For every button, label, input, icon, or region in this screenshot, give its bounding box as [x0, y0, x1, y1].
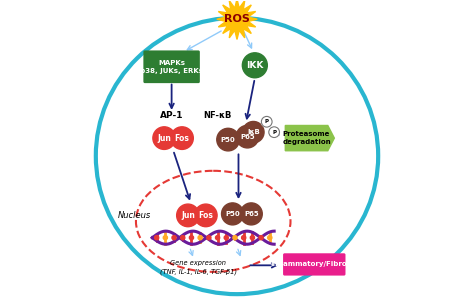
Text: Jun: Jun	[181, 211, 195, 220]
Text: P65: P65	[244, 211, 259, 217]
Circle shape	[221, 203, 244, 225]
Circle shape	[240, 203, 262, 225]
Circle shape	[268, 236, 272, 240]
Text: Gene expression
(TNF, IL-1, IL-6, TGF-β1): Gene expression (TNF, IL-1, IL-6, TGF-β1…	[160, 260, 237, 275]
Circle shape	[224, 236, 228, 240]
Circle shape	[243, 122, 264, 143]
Text: Fos: Fos	[198, 211, 213, 220]
Text: ROS: ROS	[224, 14, 250, 24]
Circle shape	[216, 236, 219, 240]
Text: IKK: IKK	[246, 61, 264, 70]
Text: P: P	[272, 130, 276, 135]
Text: AP-1: AP-1	[160, 111, 183, 120]
Circle shape	[269, 127, 280, 137]
Text: Inflammatory/Fibrosis: Inflammatory/Fibrosis	[271, 261, 358, 267]
Circle shape	[198, 236, 202, 240]
Polygon shape	[217, 0, 257, 39]
FancyBboxPatch shape	[283, 253, 346, 276]
Polygon shape	[285, 125, 334, 151]
Text: Fos: Fos	[174, 134, 190, 142]
Circle shape	[259, 236, 263, 240]
Circle shape	[190, 236, 193, 240]
Circle shape	[163, 236, 167, 240]
Text: MAPKs
(p38, JUKs, ERKs): MAPKs (p38, JUKs, ERKs)	[137, 60, 206, 74]
Circle shape	[177, 204, 199, 227]
Text: NF-κB: NF-κB	[203, 111, 232, 120]
Text: P65: P65	[240, 134, 255, 140]
Circle shape	[153, 127, 175, 149]
Circle shape	[171, 127, 193, 149]
Circle shape	[155, 236, 159, 240]
Circle shape	[181, 236, 185, 240]
Text: Jun: Jun	[157, 134, 171, 142]
Text: P50: P50	[225, 211, 240, 217]
Circle shape	[242, 236, 246, 240]
Circle shape	[236, 125, 259, 148]
FancyBboxPatch shape	[143, 50, 200, 83]
Text: P: P	[264, 119, 269, 124]
Circle shape	[207, 236, 211, 240]
Circle shape	[261, 116, 272, 127]
Text: Nucleus: Nucleus	[118, 211, 151, 220]
Circle shape	[172, 236, 176, 240]
Text: IκB: IκB	[247, 129, 260, 135]
Text: P50: P50	[221, 136, 236, 142]
Circle shape	[242, 53, 267, 78]
Circle shape	[233, 236, 237, 240]
Circle shape	[250, 236, 255, 240]
Circle shape	[194, 204, 217, 227]
Circle shape	[217, 128, 239, 151]
Text: Proteasome
degradation: Proteasome degradation	[282, 131, 331, 145]
